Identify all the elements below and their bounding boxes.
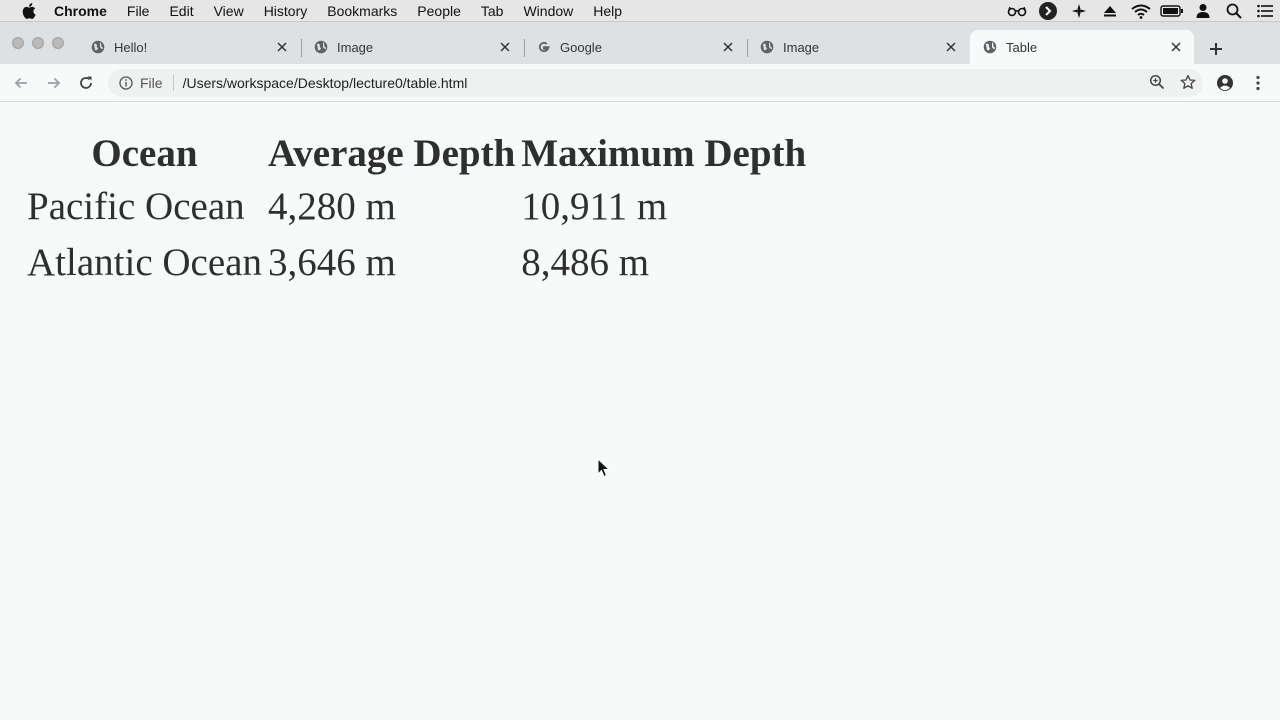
tab-separator	[301, 39, 302, 57]
zoom-icon[interactable]	[1149, 74, 1165, 93]
info-icon[interactable]	[118, 75, 134, 91]
table-cell-maximum-depth: 10,911 m	[521, 184, 668, 228]
column-header-average-depth: Average Depth	[267, 131, 516, 175]
fan-icon[interactable]	[1063, 0, 1094, 22]
reload-icon	[80, 76, 92, 89]
tab-hello[interactable]: Hello!	[78, 30, 300, 64]
apple-icon[interactable]	[18, 2, 40, 19]
tab-close-icon[interactable]	[497, 39, 513, 55]
table-cell-ocean: Pacific Ocean	[27, 184, 245, 228]
globe-icon	[90, 39, 106, 55]
arrow-left-icon	[14, 77, 27, 89]
spotlight-search-icon[interactable]	[1218, 0, 1249, 22]
url-scheme-label: File	[140, 75, 174, 91]
table-cell-average-depth: 3,646 m	[267, 240, 396, 284]
reload-button[interactable]	[74, 71, 98, 95]
menu-history[interactable]: History	[263, 2, 308, 19]
tab-table[interactable]: Table	[970, 30, 1194, 64]
menu-view[interactable]: View	[213, 2, 244, 19]
menu-app-chrome[interactable]: Chrome	[54, 2, 107, 19]
tab-close-icon[interactable]	[943, 39, 959, 55]
tab-separator	[747, 39, 748, 57]
tab-title: Image	[783, 39, 820, 55]
tab-google[interactable]: Google	[524, 30, 746, 64]
menu-edit[interactable]: Edit	[169, 2, 194, 19]
tab-close-icon[interactable]	[274, 39, 290, 55]
column-header-maximum-depth: Maximum Depth	[521, 131, 807, 175]
tab-close-icon[interactable]	[1168, 39, 1184, 55]
browser-toolbar: File /Users/workspace/Desktop/lecture0/t…	[0, 64, 1280, 102]
tab-title: Table	[1006, 39, 1038, 55]
arrow-right-icon	[48, 77, 61, 89]
maximize-window-button[interactable]	[52, 37, 64, 49]
wifi-icon[interactable]	[1125, 0, 1156, 22]
globe-icon	[982, 39, 998, 55]
table-cell-average-depth: 4,280 m	[267, 184, 396, 228]
table-row: Pacific Ocean 4,280 m 10,911 m	[26, 178, 807, 234]
notification-center-icon[interactable]	[1249, 0, 1280, 22]
status-tray	[1001, 0, 1280, 22]
menu-window[interactable]: Window	[523, 2, 574, 19]
menu-button[interactable]	[1246, 71, 1270, 95]
tab-title: Hello!	[114, 39, 148, 55]
table-row: Atlantic Ocean 3,646 m 8,486 m	[26, 234, 807, 290]
more-vert-icon	[1256, 75, 1260, 91]
plus-icon	[1210, 43, 1222, 55]
new-tab-button[interactable]	[1205, 38, 1227, 60]
menu-tab[interactable]: Tab	[480, 2, 504, 19]
window-controls	[12, 37, 64, 49]
table-cell-ocean: Atlantic Ocean	[27, 240, 262, 284]
tab-title: Google	[560, 39, 602, 55]
oceans-table: Ocean Average Depth Maximum Depth Pacifi…	[22, 128, 811, 290]
table-cell-maximum-depth: 8,486 m	[521, 240, 650, 284]
glasses-icon[interactable]	[1001, 0, 1032, 22]
close-window-button[interactable]	[12, 37, 24, 49]
minimize-window-button[interactable]	[32, 37, 44, 49]
menu-people[interactable]: People	[417, 2, 461, 19]
back-button[interactable]	[9, 71, 33, 95]
tab-image-1[interactable]: Image	[301, 30, 523, 64]
google-icon	[536, 39, 552, 55]
menu-help[interactable]: Help	[593, 2, 623, 19]
battery-icon[interactable]	[1156, 0, 1187, 22]
tab-image-2[interactable]: Image	[747, 30, 969, 64]
menubar: Chrome File Edit View History Bookmarks …	[0, 0, 1280, 22]
record-icon[interactable]	[1032, 0, 1063, 22]
bookmark-star-icon[interactable]	[1180, 74, 1196, 93]
menu-file[interactable]: File	[126, 2, 150, 19]
url-text[interactable]: /Users/workspace/Desktop/lecture0/table.…	[182, 75, 468, 91]
tab-close-icon[interactable]	[720, 39, 736, 55]
globe-icon	[759, 39, 775, 55]
account-circle-icon	[1217, 75, 1233, 91]
menu-bookmarks[interactable]: Bookmarks	[327, 2, 398, 19]
globe-icon	[313, 39, 329, 55]
column-header-ocean: Ocean	[91, 131, 198, 175]
tab-separator	[524, 39, 525, 57]
user-icon[interactable]	[1187, 0, 1218, 22]
tab-strip: Hello! Image Google Image	[0, 22, 1280, 64]
page-content: Ocean Average Depth Maximum Depth Pacifi…	[0, 102, 1280, 720]
profile-button[interactable]	[1213, 71, 1237, 95]
mouse-cursor-icon	[597, 457, 611, 478]
tab-title: Image	[337, 39, 374, 55]
table-header-row: Ocean Average Depth Maximum Depth	[26, 128, 807, 178]
forward-button[interactable]	[42, 71, 66, 95]
address-bar[interactable]: File /Users/workspace/Desktop/lecture0/t…	[108, 69, 1203, 97]
eject-icon[interactable]	[1094, 0, 1125, 22]
